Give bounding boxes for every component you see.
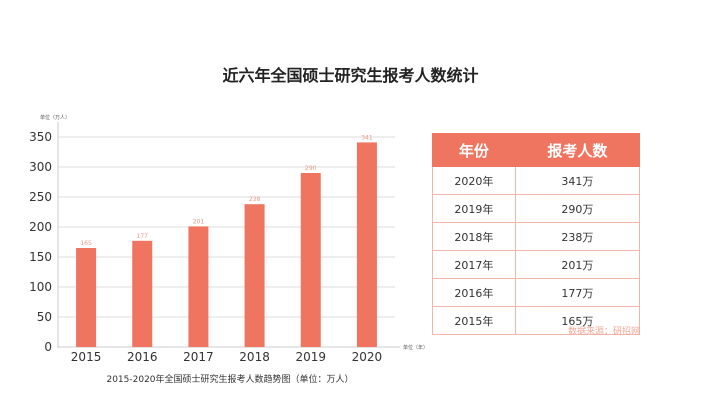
year-cell: 2018年 xyxy=(432,222,516,251)
x-axis-label: 单位（年） xyxy=(403,344,428,351)
data-label: 290 xyxy=(305,165,317,172)
year-cell: 2020年 xyxy=(432,166,516,195)
data-label: 165 xyxy=(80,240,92,247)
count-cell: 238万 xyxy=(514,222,641,251)
x-tick-label: 2017 xyxy=(183,350,214,364)
y-tick-label: 100 xyxy=(29,280,52,294)
bar xyxy=(76,248,97,347)
data-source: 数据来源：研招网 xyxy=(567,327,640,337)
page-title: 近六年全国硕士研究生报考人数统计 xyxy=(222,66,479,85)
table-row: 2015年 165万 xyxy=(432,306,641,335)
bar xyxy=(188,226,209,347)
year-cell: 2015年 xyxy=(432,306,516,335)
table-row: 2017年 201万 xyxy=(432,250,641,279)
count-cell: 290万 xyxy=(514,194,641,223)
bar xyxy=(356,142,377,347)
count-cell: 201万 xyxy=(514,250,641,279)
x-tick-label: 2020 xyxy=(352,350,383,364)
data-label: 238 xyxy=(249,196,261,203)
y-tick-label: 50 xyxy=(37,310,52,324)
y-axis-label: 单位（万人） xyxy=(40,114,70,121)
bar xyxy=(244,204,265,347)
bar xyxy=(300,173,321,347)
x-tick-label: 2018 xyxy=(239,350,270,364)
table-row: 2018年 238万 xyxy=(432,222,641,251)
year-cell: 2017年 xyxy=(432,250,516,279)
y-tick-label: 300 xyxy=(29,160,52,174)
table-row: 2016年 177万 xyxy=(432,278,641,307)
table-header-year: 年份 xyxy=(432,133,516,167)
x-tick-label: 2015 xyxy=(71,350,102,364)
data-label: 341 xyxy=(361,134,373,141)
y-tick-label: 150 xyxy=(29,250,52,264)
count-cell: 165万 xyxy=(514,306,641,335)
data-label: 201 xyxy=(193,218,205,225)
y-tick-label: 200 xyxy=(29,220,52,234)
year-cell: 2019年 xyxy=(432,194,516,223)
count-cell: 341万 xyxy=(514,166,641,195)
y-tick-label: 250 xyxy=(29,190,52,204)
chart-title: 2015-2020年全国硕士研究生报考人数趋势图（单位：万人） xyxy=(106,373,353,385)
x-tick-label: 2019 xyxy=(295,350,326,364)
x-tick-label: 2016 xyxy=(127,350,158,364)
y-tick-label: 0 xyxy=(44,340,52,354)
table-row: 2020年 341万 xyxy=(432,166,641,195)
count-cell: 177万 xyxy=(514,278,641,307)
table-row: 2019年 290万 xyxy=(432,194,641,223)
data-label: 177 xyxy=(137,233,149,240)
data-table: 年份 报考人数 2020年 341万 2019年 290万 2018年 238万 2017年… xyxy=(432,133,641,335)
year-cell: 2016年 xyxy=(432,278,516,307)
y-tick-label: 350 xyxy=(29,130,52,144)
bar xyxy=(132,240,153,347)
table-header-count: 报考人数 xyxy=(514,133,641,167)
